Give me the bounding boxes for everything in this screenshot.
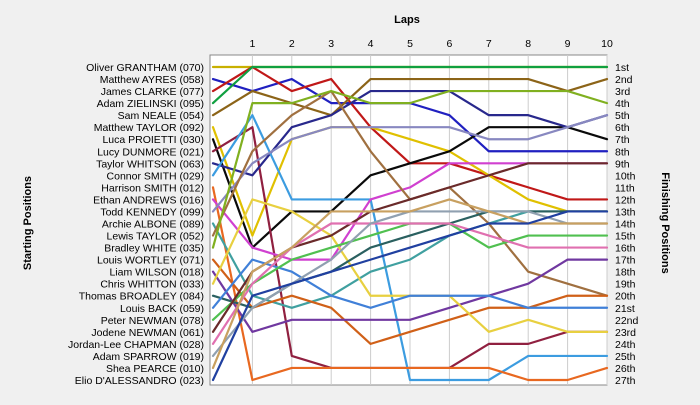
finish-label-16: 16th [615,243,636,255]
series-line-24 [211,222,609,345]
x-tick-10: 10 [601,38,613,50]
start-label-27: Elio D'ALESSANDRO (023) [75,375,204,387]
series-line-7 [211,126,609,249]
x-tick-labels: 1 2 3 4 5 6 7 8 9 10 [249,38,613,50]
x-tick-9: 9 [565,38,571,50]
finish-label-12: 12th [615,194,636,206]
x-tick-6: 6 [446,38,452,50]
finish-label-2: 2nd [615,74,633,86]
start-label-10: Connor SMITH (029) [107,170,204,182]
start-label-11: Harrison SMITH (012) [101,182,204,194]
start-label-14: Archie ALBONE (089) [102,219,204,231]
start-label-21: Louis BACK (059) [120,303,204,315]
finish-label-19: 19th [615,279,636,291]
finishing-position-labels: 1st2nd3rd4th5th6th7th8th9th10th11th12th1… [615,62,639,387]
x-tick-5: 5 [407,38,413,50]
x-tick-2: 2 [289,38,295,50]
x-tick-7: 7 [486,38,492,50]
x-tick-1: 1 [249,38,255,50]
start-label-22: Peter NEWMAN (078) [101,315,204,327]
start-label-18: Liam WILSON (018) [109,267,204,279]
finish-label-9: 9th [615,158,630,170]
x-tick-3: 3 [328,38,334,50]
series-lines [211,65,609,382]
finish-label-8: 8th [615,146,630,158]
start-label-15: Lewis TAYLOR (052) [107,231,204,243]
plot-background [209,54,608,386]
series-line-9 [211,89,609,177]
x-tick-4: 4 [368,38,374,50]
start-label-5: Sam NEALE (054) [118,110,204,122]
start-label-1: Oliver GRANTHAM (070) [86,62,204,74]
starting-position-labels: Oliver GRANTHAM (070)Matthew AYRES (058)… [68,62,204,387]
finish-label-10: 10th [615,170,636,182]
x-tick-8: 8 [525,38,531,50]
start-label-12: Ethan ANDREWS (016) [93,194,204,206]
start-label-8: Lucy DUNMORE (021) [97,146,204,158]
start-label-19: Chris WHITTON (033) [100,279,204,291]
finish-label-5: 5th [615,110,630,122]
start-label-24: Jordan-Lee CHAPMAN (028) [68,339,204,351]
finish-label-15: 15th [615,231,636,243]
finish-label-1: 1st [615,62,629,74]
finish-label-13: 13th [615,206,636,218]
finish-label-3: 3rd [615,86,630,98]
finish-label-23: 23rd [615,327,636,339]
series-line-26 [211,198,609,370]
start-label-7: Luca PROIETTI (030) [102,134,204,146]
finish-label-21: 21st [615,303,635,315]
series-line-17 [211,258,609,345]
x-axis-title: Laps [394,14,420,26]
series-line-13 [211,114,609,213]
start-label-13: Todd KENNEDY (099) [100,206,204,218]
finish-label-26: 26th [615,363,636,375]
finish-label-17: 17th [615,255,636,267]
finish-label-25: 25th [615,351,636,363]
finish-label-22: 22nd [615,315,639,327]
finish-label-6: 6th [615,122,630,134]
start-label-3: James CLARKE (077) [101,86,204,98]
series-line-4 [211,65,609,105]
finish-label-20: 20th [615,291,636,303]
grid-lines [251,55,608,385]
finish-label-4: 4th [615,98,630,110]
finish-label-11: 11th [615,182,635,194]
start-label-26: Shea PEARCE (010) [106,363,204,375]
series-line-10 [211,114,609,382]
series-line-11 [211,186,609,382]
start-label-2: Matthew AYRES (058) [100,74,204,86]
start-label-6: Matthew TAYLOR (092) [94,122,204,134]
series-line-5 [211,77,609,117]
finish-label-14: 14th [615,219,636,231]
start-label-25: Adam SPARROW (019) [93,351,204,363]
start-label-9: Taylor WHITSON (063) [96,158,204,170]
finish-label-24: 24th [615,339,636,351]
series-line-27 [211,210,609,382]
start-label-17: Louis WORTLEY (071) [97,255,204,267]
start-label-20: Thomas BROADLEY (084) [79,291,204,303]
start-label-23: Jodene NEWMAN (061) [91,327,204,339]
start-label-4: Adam ZIELINSKI (095) [97,98,204,110]
series-line-18 [211,258,609,333]
right-axis-title: Finishing Positions [659,172,671,273]
finish-label-7: 7th [615,134,630,146]
series-line-16 [211,89,609,249]
finish-label-18: 18th [615,267,636,279]
start-label-16: Bradley WHITE (035) [104,243,204,255]
left-axis-title: Starting Positions [22,176,34,270]
finish-label-27: 27th [615,375,636,387]
